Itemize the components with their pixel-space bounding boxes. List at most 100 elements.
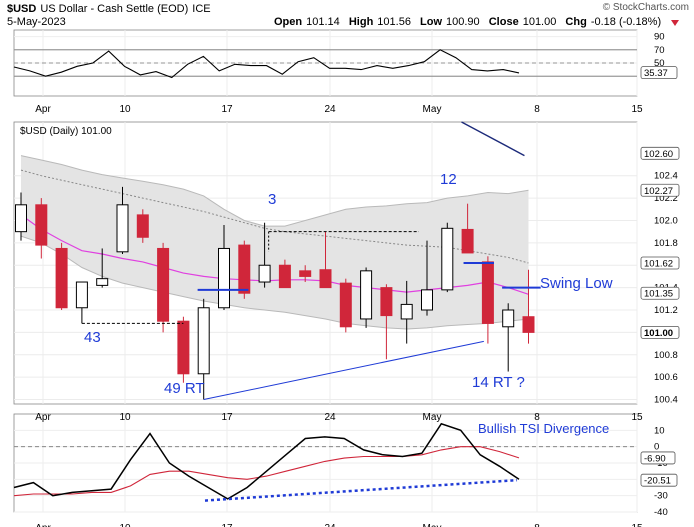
xtick-1-3: 24 [324, 412, 336, 423]
price-band [21, 155, 529, 329]
xtick-0-1: 10 [119, 104, 131, 115]
tsi-ytick-4: -30 [654, 491, 668, 502]
xtick-1-2: 17 [221, 412, 233, 423]
candle-body-13 [278, 264, 291, 289]
candle-4 [96, 248, 109, 288]
annotation-3: 3 [268, 191, 276, 208]
price-ytick-1: 102.2 [654, 193, 678, 204]
close-label: Close [489, 16, 519, 28]
candle-body-20 [421, 289, 433, 311]
tsi-signal-label: -6.90 [640, 451, 676, 465]
candle-body-5 [116, 204, 129, 253]
xtick-2-2: 17 [221, 523, 233, 527]
xtick-2-3: 24 [324, 523, 336, 527]
tsi-signal-label-box [640, 451, 676, 465]
high-value: 101.56 [377, 16, 411, 28]
xtick-2-4: May [423, 523, 442, 527]
price-ytick-10: 100.4 [654, 395, 678, 406]
candle-1 [35, 198, 48, 259]
annotation-swing-low: Swing Low [540, 275, 613, 292]
tsi-signal-line [13, 446, 520, 497]
candle-19 [400, 280, 413, 344]
tsi-line [13, 422, 520, 500]
candle-body-8 [177, 320, 190, 375]
annotation-14-rt: 14 RT ? [472, 374, 525, 391]
candle-body-21 [441, 227, 454, 291]
candle-23 [481, 256, 494, 344]
candle-20 [421, 240, 433, 316]
candle-22 [461, 203, 474, 254]
candle-18 [380, 284, 393, 360]
candle-12 [258, 222, 271, 288]
top-ytick-0: 90 [654, 32, 665, 43]
low-value: 100.90 [446, 16, 480, 28]
open-value: 101.14 [306, 16, 340, 28]
candle-24 [502, 303, 515, 372]
price-ytick-8: 100.8 [654, 350, 678, 361]
chg-label: Chg [565, 16, 586, 28]
symbol: $USD [7, 3, 36, 15]
annotation-49-rt: 49 RT [164, 380, 205, 397]
candle-body-17 [360, 270, 373, 320]
price-label-0-box [640, 146, 680, 160]
candle-body-4 [96, 278, 109, 286]
tsi-ytick-5: -40 [654, 507, 668, 518]
price-label-3-box [640, 286, 680, 300]
xtick-0-0: Apr [35, 104, 51, 115]
candle-body-12 [258, 264, 271, 283]
price-label-1-box [640, 183, 680, 197]
candle-body-19 [400, 303, 413, 320]
price-label-0-text: 102.60 [644, 149, 673, 160]
xtick-1-1: 10 [119, 412, 131, 423]
xtick-0-2: 17 [221, 104, 233, 115]
price-label-4-box [640, 325, 680, 339]
candle-body-3 [75, 281, 88, 309]
xtick-1-4: May [423, 412, 442, 423]
candle-body-6 [136, 214, 149, 238]
annotation-43: 43 [84, 329, 101, 346]
candle-body-24 [502, 309, 515, 328]
price-ytick-6: 101.2 [654, 305, 678, 316]
xtick-2-5: 8 [534, 523, 540, 527]
candle-16 [339, 278, 352, 333]
xtick-1-0: Apr [35, 412, 51, 423]
band-upper-line [20, 155, 529, 227]
xtick-2-6: 15 [631, 523, 643, 527]
price-panel-title: $USD (Daily) 101.00 [20, 126, 112, 137]
candle-0 [15, 192, 27, 241]
candle-14 [299, 265, 312, 283]
price-ytick-0: 102.4 [654, 171, 678, 182]
candle-body-15 [319, 269, 332, 289]
top-indicator: 9070503035.37 [13, 32, 678, 82]
x-axes: Apr 10 17 24 May 8 15 Apr 10 17 24 May 8 15 Apr 10 17 24 M… [35, 104, 643, 527]
rising-trendline [203, 340, 484, 401]
price-label-2: 101.62 [640, 256, 680, 270]
candle-8 [177, 316, 190, 383]
annotation-12: 12 [440, 171, 457, 188]
tsi-divergence-title: Bullish TSI Divergence [478, 421, 609, 436]
candle-body-1 [35, 204, 48, 246]
candle-body-18 [380, 287, 393, 317]
xtick-1-6: 15 [631, 412, 643, 423]
dotted-ma-line [20, 169, 529, 264]
top-ytick-2: 50 [654, 58, 665, 69]
instrument-name: US Dollar - Cash Settle (EOD) [40, 3, 188, 15]
price-label-3-text: 101.35 [644, 289, 673, 300]
low-label: Low [420, 16, 442, 28]
chg-value: -0.18 (-0.18%) [591, 16, 661, 28]
candle-7 [157, 242, 170, 333]
xtick-0-6: 15 [631, 104, 643, 115]
tsi-panel: 100-10-20-30-40-6.90-20.51 [13, 422, 678, 518]
xtick-0-4: May [423, 104, 442, 115]
xtick-0-3: 24 [324, 104, 336, 115]
price-ytick-3: 101.8 [654, 238, 678, 249]
top-last-value-label-box [640, 66, 678, 80]
navy-ma-line [461, 121, 525, 157]
price-label-4-text: 101.00 [644, 328, 673, 339]
candle-body-2 [55, 247, 68, 309]
tsi-value-label-box [640, 473, 678, 487]
candle-body-9 [197, 307, 210, 375]
price-label-3: 101.35 [640, 286, 680, 300]
chart-date: 5-May-2023 [7, 16, 66, 28]
